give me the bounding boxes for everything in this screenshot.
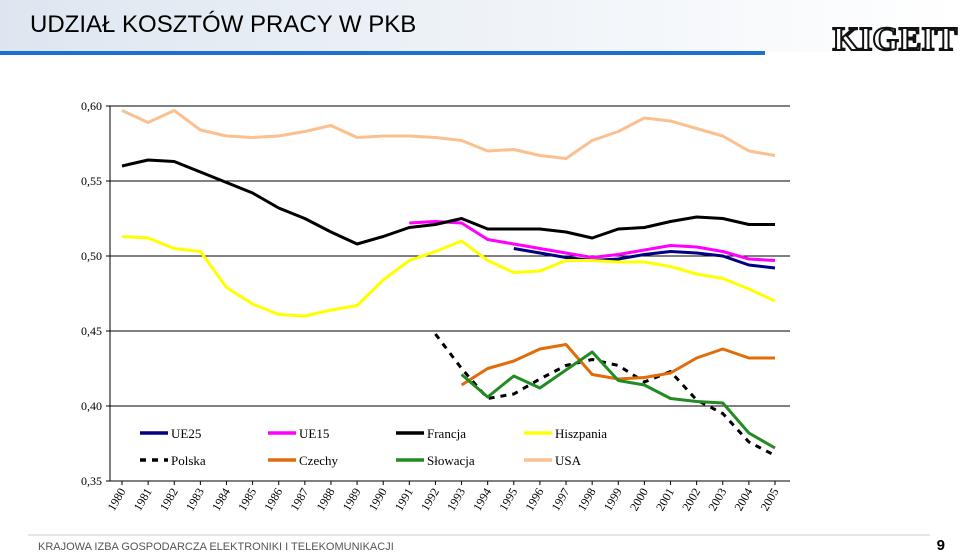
x-tick-label: 1993	[444, 486, 468, 514]
x-tick-label: 2004	[731, 486, 755, 514]
x-tick-label: 1986	[261, 486, 285, 514]
legend-label: Czechy	[299, 453, 338, 468]
series-line	[434, 333, 776, 457]
series-line	[409, 220, 776, 262]
y-tick-label: 0,40	[81, 399, 102, 413]
x-tick-label: 2002	[679, 486, 703, 514]
y-tick-label: 0,50	[81, 249, 102, 263]
legend-label: UE25	[171, 426, 201, 441]
y-tick-label: 0,35	[81, 474, 102, 488]
series-line	[121, 158, 775, 246]
chart: 0,35 0,40 0,45 0,50 0,55 0,60 1980 1981 1982 1983…	[81, 99, 790, 513]
x-tick-label: 2003	[705, 486, 729, 514]
y-tick-label: 0,45	[81, 324, 102, 338]
x-tick-label: 1985	[235, 486, 259, 514]
x-tick-label: 1989	[340, 486, 364, 514]
x-tick-label: 1992	[418, 486, 442, 514]
x-tick-label: 1988	[313, 486, 337, 514]
slide-title: UDZIAŁ KOSZTÓW PRACY W PKB	[30, 11, 416, 38]
x-tick-label: 1999	[601, 486, 625, 514]
legend-label: UE15	[299, 426, 329, 441]
x-tick-label: 1996	[522, 486, 546, 514]
x-tick-label: 1997	[549, 486, 573, 514]
x-tick-label: 1998	[575, 486, 599, 514]
y-tick-label: 0,60	[81, 99, 102, 113]
legend-label: Francja	[427, 426, 466, 441]
x-tick-label: 1980	[104, 486, 128, 514]
logo: KIGEIT	[833, 21, 958, 58]
series-line	[121, 109, 776, 160]
legend-label: Polska	[171, 453, 206, 468]
header-band	[0, 0, 960, 52]
x-tick-label: 1981	[131, 486, 155, 514]
x-tick-label: 1994	[470, 486, 494, 514]
series-line	[513, 247, 776, 270]
y-tick-label: 0,55	[81, 174, 102, 188]
x-tick-label: 1991	[392, 486, 416, 514]
x-tick-label: 2000	[627, 486, 651, 514]
x-tick-label: 1984	[209, 486, 233, 514]
legend-label: Słowacja	[427, 453, 475, 468]
x-tick-label: 1990	[366, 486, 390, 514]
x-tick-label: 1995	[496, 486, 520, 514]
x-tick-label: 2005	[757, 486, 781, 514]
footer-text: KRAJOWA IZBA GOSPODARCZA ELEKTRONIKI I T…	[38, 541, 394, 553]
series-line	[121, 235, 776, 318]
x-tick-label: 2001	[653, 486, 677, 514]
series-line	[460, 350, 776, 450]
x-tick-label: 1983	[183, 486, 207, 514]
legend-label: Hiszpania	[555, 426, 607, 441]
x-tick-label: 1987	[287, 486, 311, 514]
page-number: 9	[937, 537, 945, 553]
x-tick-label: 1982	[157, 486, 181, 514]
legend-label: USA	[555, 453, 582, 468]
